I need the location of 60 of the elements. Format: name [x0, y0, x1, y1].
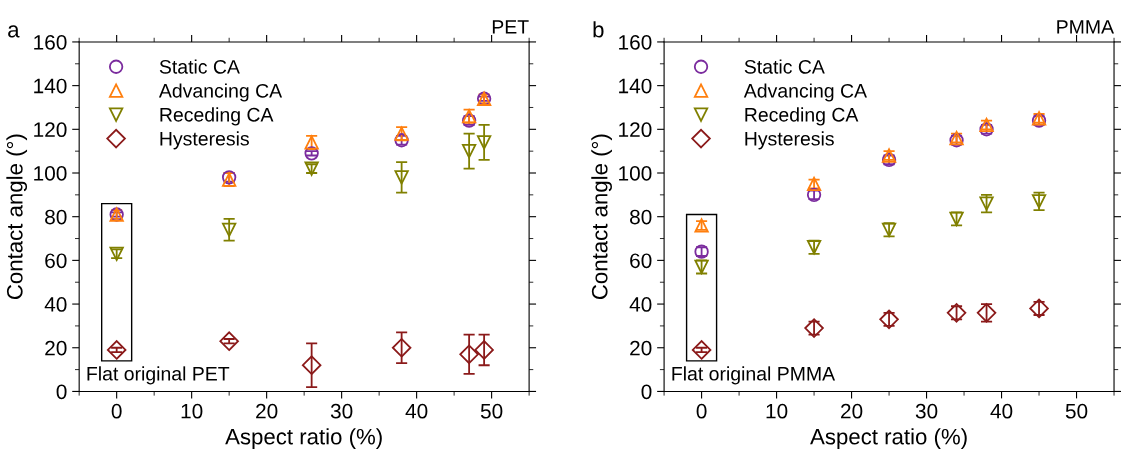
x-tick-label: 30 [330, 403, 353, 419]
x-tick-label: 10 [181, 403, 203, 419]
legend-label: Advancing CA [743, 83, 867, 102]
legend-label: Hysteresis [745, 131, 834, 150]
x-tick-label: 20 [841, 403, 863, 419]
y-tick-label: 100 [34, 166, 67, 181]
y-axis-title: Contact angle (°) [6, 134, 28, 300]
y-tick-label: 20 [45, 340, 67, 356]
legend-label: Receding CA [745, 107, 859, 126]
point [474, 340, 494, 360]
annotation: Flat original PMMA [672, 366, 836, 385]
legend-label: Hysteresis [160, 131, 249, 150]
x-axis-title: Aspect ratio (%) [225, 428, 382, 449]
x-tick-label: 50 [480, 403, 503, 419]
y-tick-label: 100 [619, 166, 652, 181]
annotation: Flat original PET [87, 366, 230, 385]
y-tick-label: 160 [34, 34, 67, 50]
point [394, 170, 409, 185]
x-tick-label: 40 [405, 403, 428, 419]
legend-label: Static CA [744, 59, 825, 74]
x-tick-label: 40 [990, 403, 1013, 419]
y-tick-label: 0 [641, 384, 652, 400]
y-tick-label: 140 [34, 78, 67, 94]
x-axis-title: Aspect ratio (%) [810, 428, 967, 449]
x-tick-label: 0 [696, 403, 707, 419]
y-tick-label: 140 [619, 78, 652, 94]
point [301, 355, 322, 375]
x-tick-label: 50 [1065, 403, 1088, 419]
text: b [593, 21, 604, 38]
y-tick-label: 40 [629, 297, 652, 312]
x-tick-label: 0 [111, 403, 122, 419]
chart-title: PMMA [1057, 20, 1114, 34]
legend-label: Static CA [159, 59, 240, 74]
y-tick-label: 80 [630, 209, 652, 225]
legend-label: Advancing CA [158, 83, 283, 102]
y-tick-label: 120 [619, 122, 652, 138]
point [461, 144, 477, 159]
y-tick-label: 120 [34, 122, 67, 138]
x-tick-label: 10 [766, 403, 788, 419]
x-tick-label: 20 [256, 403, 278, 419]
y-axis-title: Contact angle (°) [591, 134, 612, 300]
y-tick-label: 60 [630, 253, 652, 269]
x-tick-label: 30 [915, 403, 938, 419]
text: a [8, 25, 20, 38]
point [476, 135, 492, 150]
point [106, 340, 127, 360]
legend-label: Receding CA [160, 107, 274, 126]
y-tick-label: 160 [619, 34, 652, 50]
y-tick-label: 60 [45, 253, 67, 269]
y-tick-label: 0 [56, 384, 67, 400]
point [691, 340, 712, 360]
y-tick-label: 40 [44, 297, 67, 312]
point [304, 146, 319, 161]
point [459, 344, 479, 365]
point [219, 331, 239, 351]
point [221, 222, 237, 237]
point [391, 338, 412, 358]
y-tick-label: 80 [45, 209, 67, 225]
y-tick-label: 20 [630, 340, 652, 356]
chart-title: PET [492, 20, 529, 34]
